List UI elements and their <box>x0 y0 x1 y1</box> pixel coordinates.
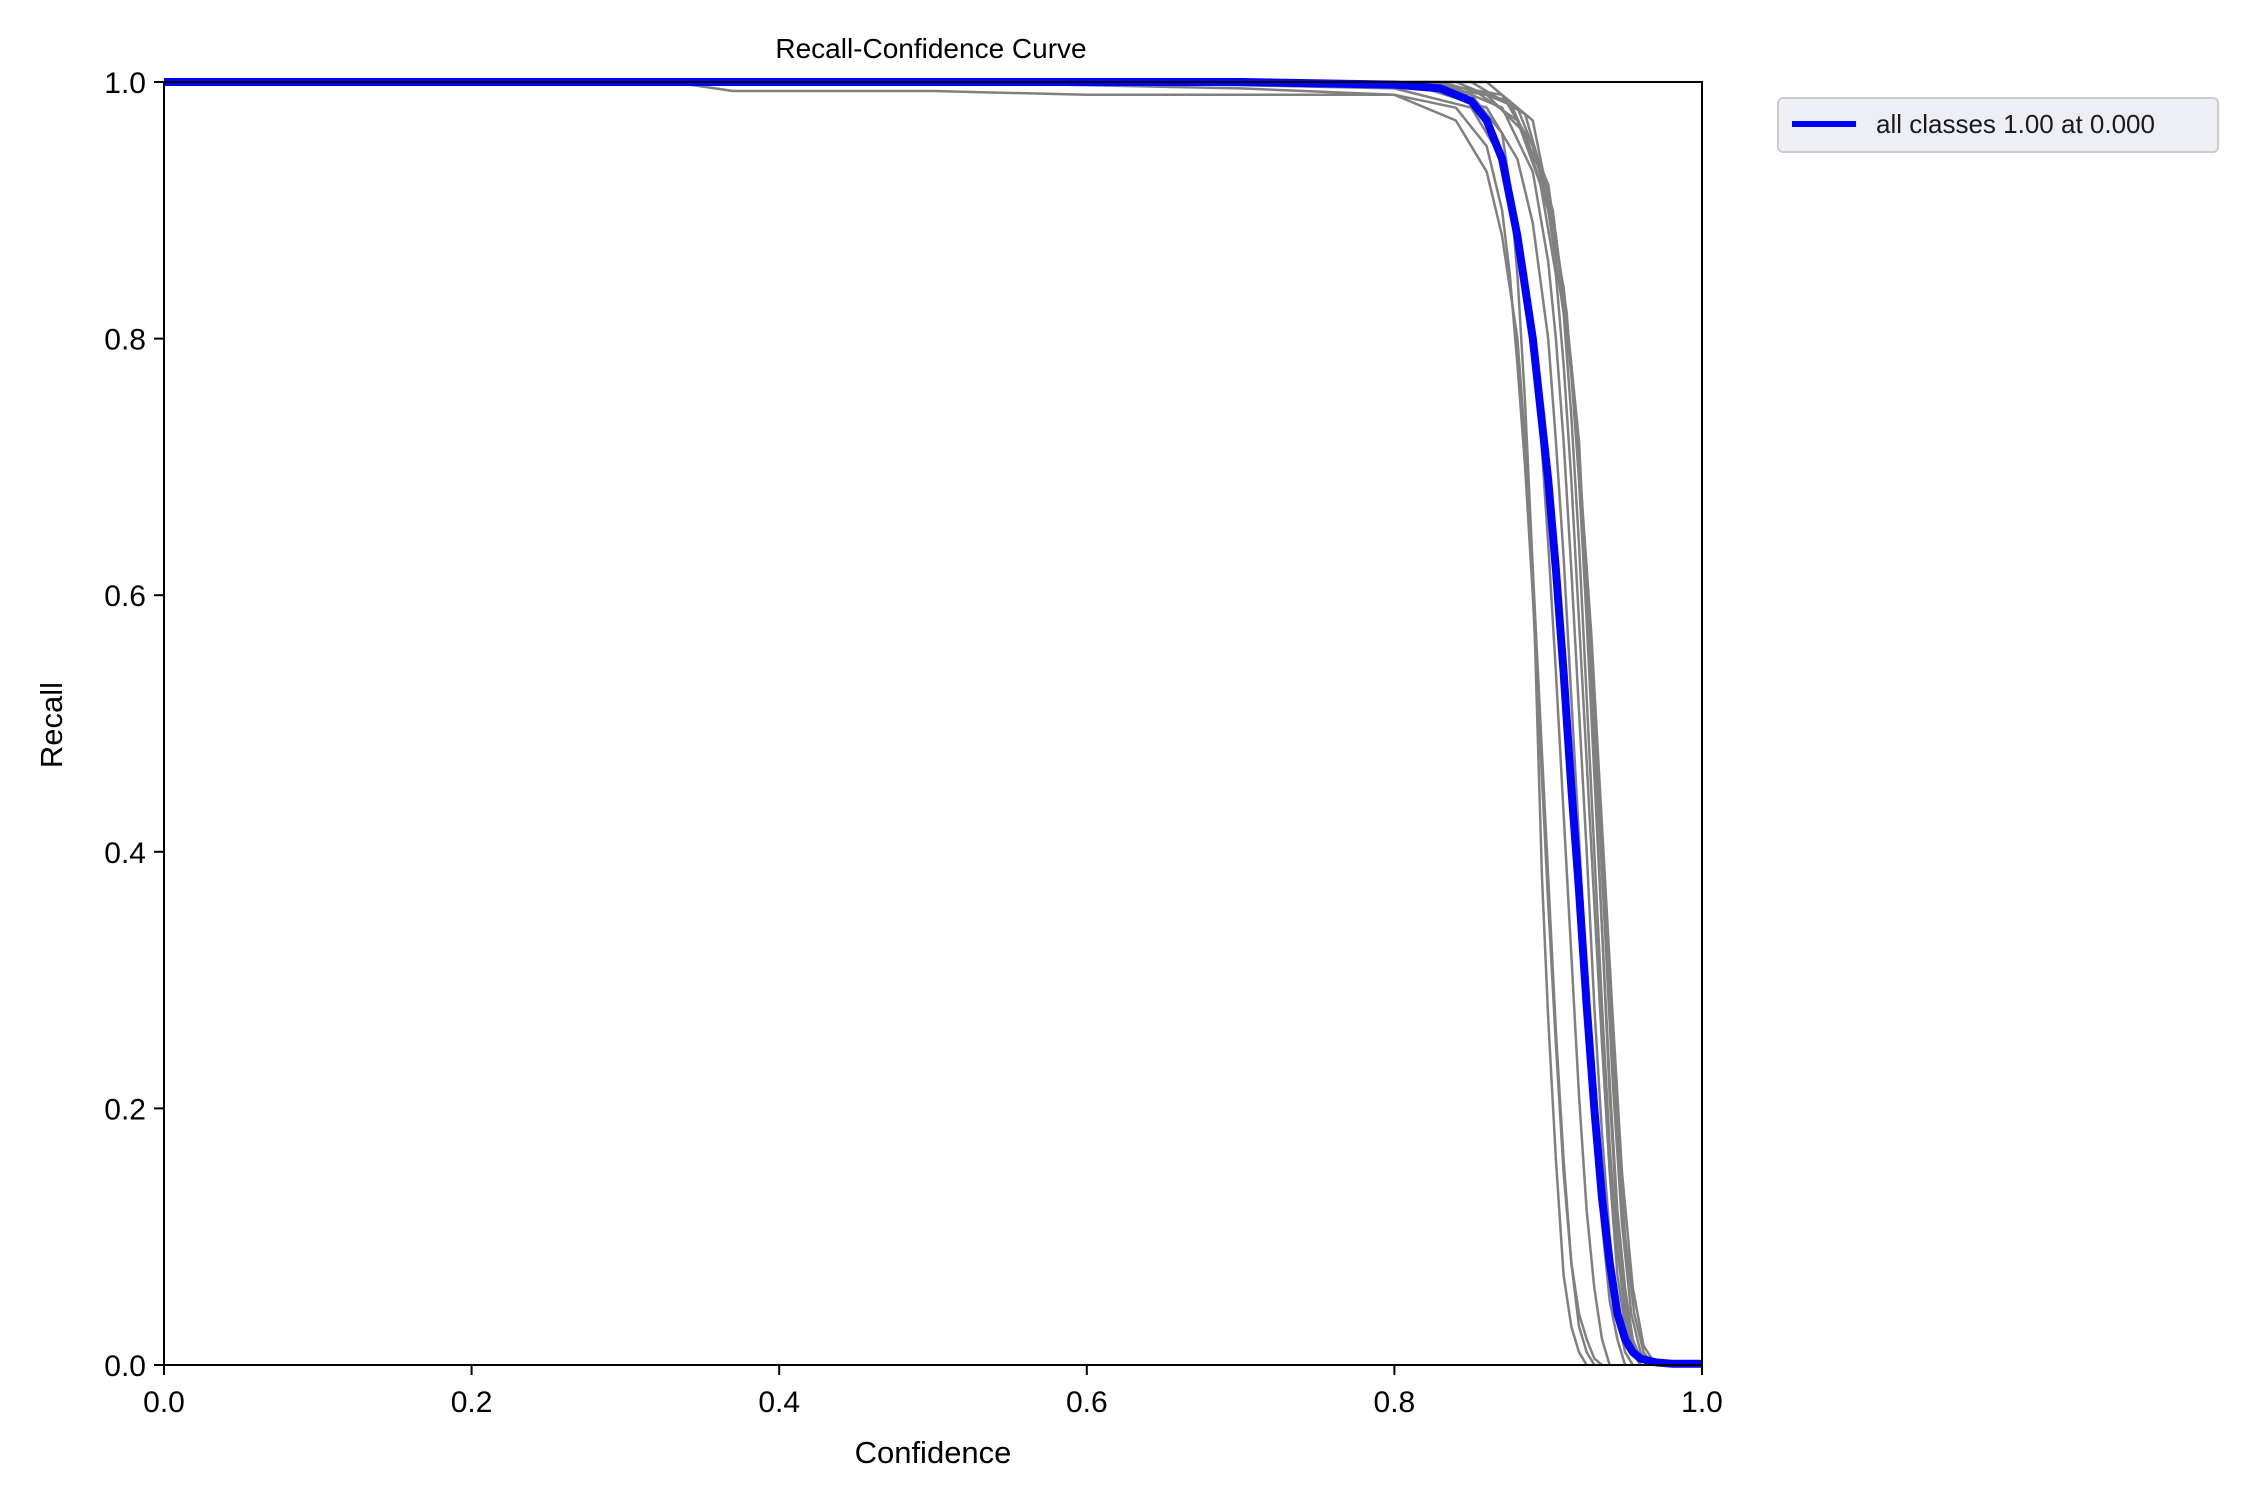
legend: all classes 1.00 at 0.000 <box>1777 97 2219 153</box>
x-tick-label: 1.0 <box>1681 1386 1723 1419</box>
series-line-class-3 <box>164 80 1611 1366</box>
y-tick-label: 1.0 <box>104 67 146 100</box>
curves-layer <box>164 78 1702 1368</box>
legend-box <box>1777 97 2219 153</box>
x-tick-label: 0.8 <box>1374 1386 1416 1419</box>
x-tick-label: 0.2 <box>451 1386 493 1419</box>
series-line-class-12 <box>164 80 1588 1366</box>
x-axis-ticks: 0.0 0.2 0.4 0.6 0.8 1.0 <box>143 1365 1723 1419</box>
x-tick-label: 0.6 <box>1066 1386 1108 1419</box>
y-tick-label: 0.4 <box>104 837 146 870</box>
y-tick-label: 0.0 <box>104 1350 146 1383</box>
x-tick-label: 0.4 <box>758 1386 800 1419</box>
legend-label-all-classes: all classes 1.00 at 0.000 <box>1876 109 2155 139</box>
plot-frame <box>163 81 1703 1366</box>
series-line-class-13 <box>164 80 1657 1366</box>
series-line-class-7 <box>164 80 1642 1366</box>
x-axis-label: Confidence <box>855 1435 1012 1470</box>
x-tick-label: 0.0 <box>143 1386 185 1419</box>
y-axis-ticks: 0.0 0.2 0.4 0.6 0.8 1.0 <box>104 67 164 1383</box>
y-axis-label: Recall <box>34 682 69 768</box>
y-tick-label: 0.8 <box>104 324 146 357</box>
series-line-all-classes <box>164 78 1702 1368</box>
y-tick-label: 0.2 <box>104 1093 146 1126</box>
y-tick-label: 0.6 <box>104 580 146 613</box>
chart-title: Recall-Confidence Curve <box>775 33 1086 64</box>
